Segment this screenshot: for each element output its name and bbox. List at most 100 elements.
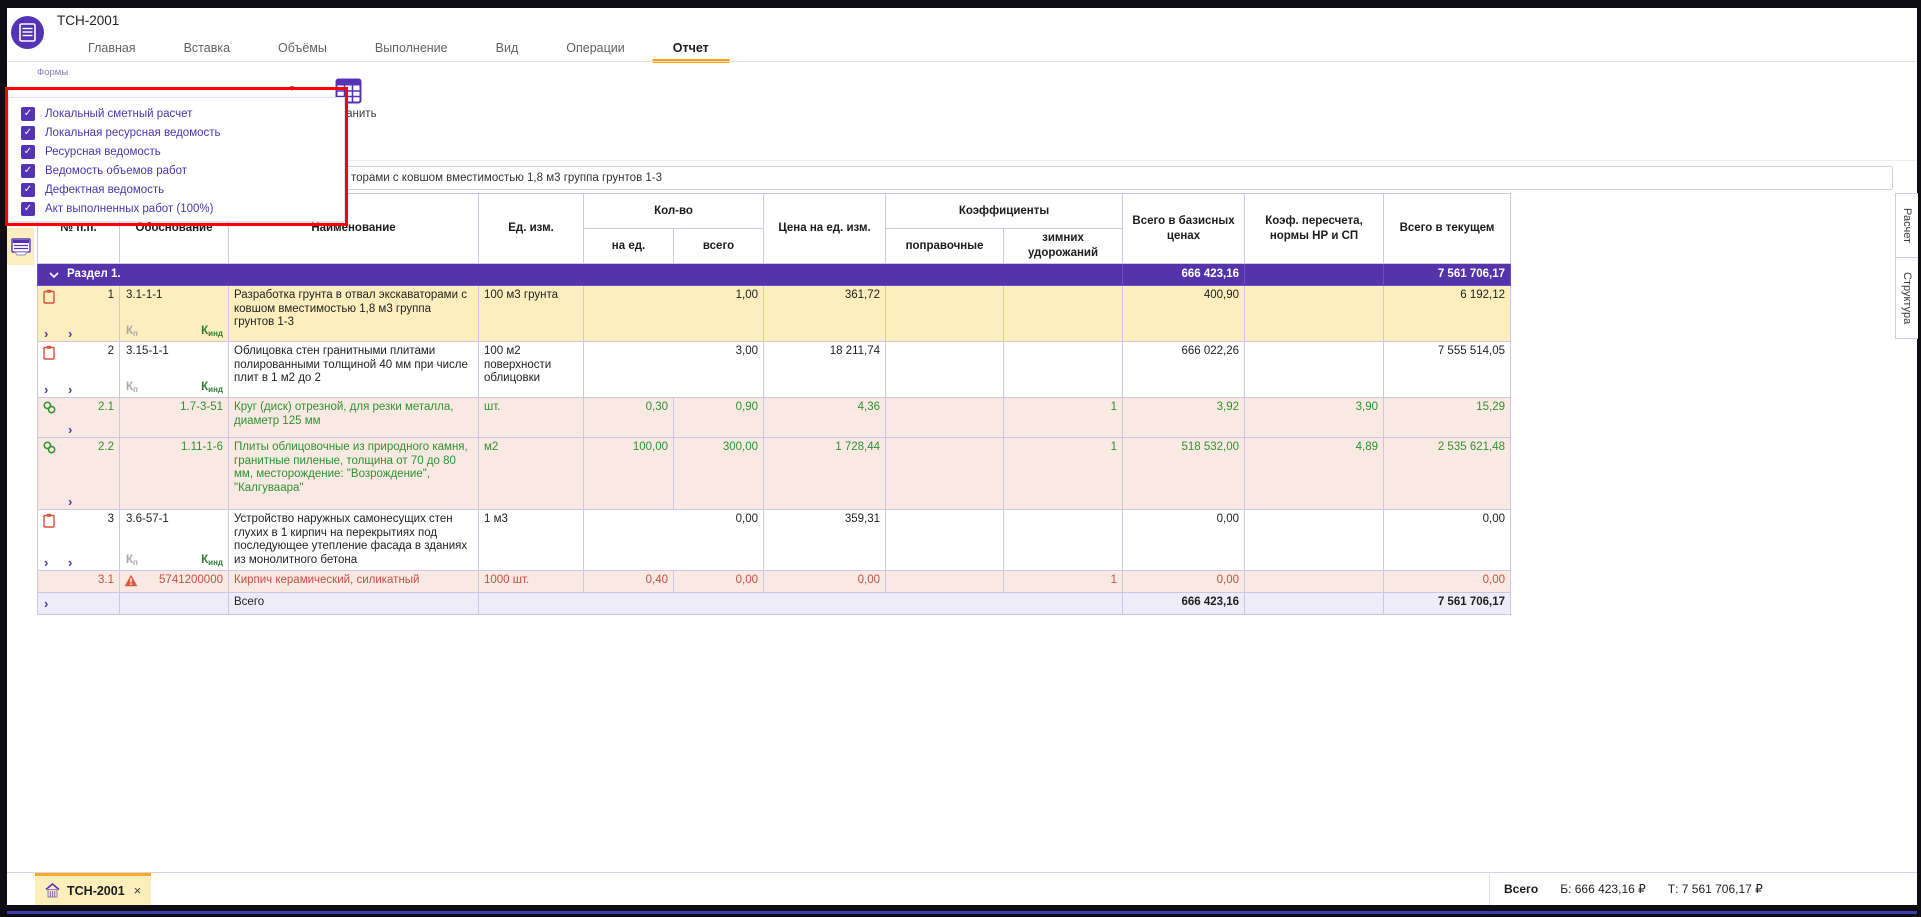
row-name: Разработка грунта в отвал экскаваторами … bbox=[229, 286, 479, 342]
k-popr-badge[interactable]: Кп bbox=[126, 325, 138, 341]
row-qty-unit: 0,40 bbox=[584, 571, 674, 593]
section-label: Раздел 1. bbox=[67, 268, 121, 282]
chevron-right-icon[interactable]: › bbox=[44, 326, 48, 341]
forms-dropdown-arrow-icon[interactable]: ▼ bbox=[288, 84, 296, 93]
table-row[interactable]: 3.1 5741200000 Кирпич керамический, сили… bbox=[38, 571, 1511, 593]
chevron-right-icon[interactable]: › bbox=[44, 555, 48, 570]
tab-otchet-active[interactable]: Отчет bbox=[649, 36, 733, 60]
row-total-current: 15,29 bbox=[1384, 398, 1511, 438]
col-header-qty-unit: на ед. bbox=[584, 229, 674, 264]
row-number: 3.1 bbox=[98, 574, 114, 588]
row-unit: 100 м3 грунта bbox=[479, 286, 584, 342]
document-tab[interactable]: ТСН-2001 × bbox=[35, 873, 151, 905]
chevron-right-icon[interactable]: › bbox=[68, 555, 72, 570]
col-group-qty: Кол-во bbox=[584, 194, 764, 229]
k-ind-badge[interactable]: Кинд bbox=[201, 325, 223, 341]
row-qty-total: 1,00 bbox=[584, 286, 764, 342]
chevron-down-icon[interactable] bbox=[49, 272, 59, 278]
status-total-label: Всего bbox=[1504, 882, 1538, 896]
link-icon bbox=[43, 401, 56, 414]
ribbon-group-label: Формы bbox=[37, 67, 68, 78]
clipboard-icon bbox=[43, 289, 55, 304]
tab-vid[interactable]: Вид bbox=[472, 36, 543, 60]
side-tab-struktura[interactable]: Структура bbox=[1895, 258, 1918, 339]
checkbox-checked-icon[interactable]: ✓ bbox=[21, 107, 35, 121]
row-name: Круг (диск) отрезной, для резки металла,… bbox=[229, 398, 479, 438]
k-popr-badge[interactable]: Кп bbox=[126, 554, 138, 570]
checkbox-checked-icon[interactable]: ✓ bbox=[21, 145, 35, 159]
row-unit: 1 м3 bbox=[479, 510, 584, 571]
app-logo-icon[interactable] bbox=[11, 16, 44, 49]
row-k-winter: 1 bbox=[1004, 571, 1123, 593]
formula-bar-text: торами с ковшом вместимостью 1,8 м3 груп… bbox=[351, 172, 662, 184]
k-ind-badge[interactable]: Кинд bbox=[201, 381, 223, 397]
k-popr-badge[interactable]: Кп bbox=[126, 381, 138, 397]
chevron-right-icon[interactable]: › bbox=[68, 382, 72, 397]
menu-item-lokalny-smetny-raschet[interactable]: ✓ Локальный сметный расчет bbox=[9, 104, 344, 123]
row-code: 3.1-1-1 bbox=[126, 289, 162, 303]
col-group-coeff: Коэффициенты bbox=[886, 194, 1123, 229]
menu-item-akt-vypolnennyh-rabot[interactable]: ✓ Акт выполненных работ (100%) bbox=[9, 199, 344, 218]
col-header-recalc: Коэф. пересчета, нормы НР и СП bbox=[1245, 194, 1384, 264]
row-qty-total: 3,00 bbox=[584, 342, 764, 398]
checkbox-checked-icon[interactable]: ✓ bbox=[21, 126, 35, 140]
row-total-base: 3,92 bbox=[1123, 398, 1245, 438]
table-row[interactable]: 2.2 › 1.11-1-6 Плиты облицовочные из при… bbox=[38, 438, 1511, 510]
row-qty-total: 0,00 bbox=[584, 510, 764, 571]
menu-item-resursnaya-vedomost[interactable]: ✓ Ресурсная ведомость bbox=[9, 142, 344, 161]
checkbox-checked-icon[interactable]: ✓ bbox=[21, 202, 35, 216]
row-unit: 1000 шт. bbox=[479, 571, 584, 593]
row-total-current: 0,00 bbox=[1384, 510, 1511, 571]
checkbox-checked-icon[interactable]: ✓ bbox=[21, 164, 35, 178]
status-base-value: Б: 666 423,16 ₽ bbox=[1560, 882, 1646, 896]
section-total-current: 7 561 706,17 bbox=[1384, 264, 1511, 286]
row-qty-total: 0,90 bbox=[674, 398, 764, 438]
status-current-value: Т: 7 561 706,17 ₽ bbox=[1668, 882, 1763, 896]
chevron-right-icon[interactable]: › bbox=[44, 596, 48, 611]
tab-obyomy[interactable]: Объёмы bbox=[254, 36, 351, 60]
tab-vstavka[interactable]: Вставка bbox=[160, 36, 254, 60]
table-row[interactable]: 2.1 › 1.7-3-51 Круг (диск) отрезной, для… bbox=[38, 398, 1511, 438]
close-icon[interactable]: × bbox=[134, 883, 142, 898]
table-row[interactable]: 1 › › 3.1-1-1 Кп Кинд Разработка грунта … bbox=[38, 286, 1511, 342]
menu-item-defektnaya-vedomost[interactable]: ✓ Дефектная ведомость bbox=[9, 180, 344, 199]
panel-grid-icon bbox=[11, 238, 31, 256]
col-header-current: Всего в текущем bbox=[1384, 194, 1511, 264]
ribbon-tabs: Главная Вставка Объёмы Выполнение Вид Оп… bbox=[64, 36, 733, 60]
menu-item-vedomost-obyomov-rabot[interactable]: ✓ Ведомость объемов работ bbox=[9, 161, 344, 180]
table-row[interactable]: 3 › › 3.6-57-1 Кп Кинд Устройство наружн… bbox=[38, 510, 1511, 571]
tab-glavnaya[interactable]: Главная bbox=[64, 36, 160, 60]
chevron-right-icon[interactable]: › bbox=[68, 494, 72, 509]
row-name: Устройство наружных самонесущих стен глу… bbox=[229, 510, 479, 571]
row-number: 2.1 bbox=[98, 401, 114, 415]
total-row[interactable]: › Всего 666 423,16 7 561 706,17 bbox=[38, 593, 1511, 615]
tab-vypolnenie[interactable]: Выполнение bbox=[351, 36, 472, 60]
col-header-unit: Ед. изм. bbox=[479, 194, 584, 264]
checkbox-checked-icon[interactable]: ✓ bbox=[21, 183, 35, 197]
section-row[interactable]: Раздел 1. 666 423,16 7 561 706,17 bbox=[38, 264, 1511, 286]
row-price: 4,36 bbox=[764, 398, 886, 438]
row-k-winter: 1 bbox=[1004, 438, 1123, 510]
side-tab-raschet[interactable]: Расчет bbox=[1895, 193, 1918, 258]
row-qty-total: 300,00 bbox=[674, 438, 764, 510]
estimate-grid: № п.п. Обоснование Наименование Ед. изм.… bbox=[37, 193, 1511, 615]
menu-item-lokalnaya-resursnaya-vedomost[interactable]: ✓ Локальная ресурсная ведомость bbox=[9, 123, 344, 142]
k-ind-badge[interactable]: Кинд bbox=[201, 554, 223, 570]
chevron-right-icon[interactable]: › bbox=[68, 422, 72, 437]
row-number: 1 bbox=[108, 289, 114, 303]
row-total-base: 0,00 bbox=[1123, 571, 1245, 593]
row-unit: шт. bbox=[479, 398, 584, 438]
row-k-recalc: 4,89 bbox=[1245, 438, 1384, 510]
row-code: 3.15-1-1 bbox=[126, 345, 169, 359]
row-total-current: 2 535 621,48 bbox=[1384, 438, 1511, 510]
chevron-right-icon[interactable]: › bbox=[44, 382, 48, 397]
row-name: Кирпич керамический, силикатный bbox=[229, 571, 479, 593]
table-row[interactable]: 2 › › 3.15-1-1 Кп Кинд Облицовка стен гр… bbox=[38, 342, 1511, 398]
tab-operacii[interactable]: Операции bbox=[542, 36, 648, 60]
chevron-right-icon[interactable]: › bbox=[68, 326, 72, 341]
col-header-price: Цена на ед. изм. bbox=[764, 194, 886, 264]
total-label: Всего bbox=[229, 593, 479, 615]
row-price: 359,31 bbox=[764, 510, 886, 571]
row-total-base: 666 022,26 bbox=[1123, 342, 1245, 398]
left-panel-toggle[interactable] bbox=[7, 228, 34, 265]
